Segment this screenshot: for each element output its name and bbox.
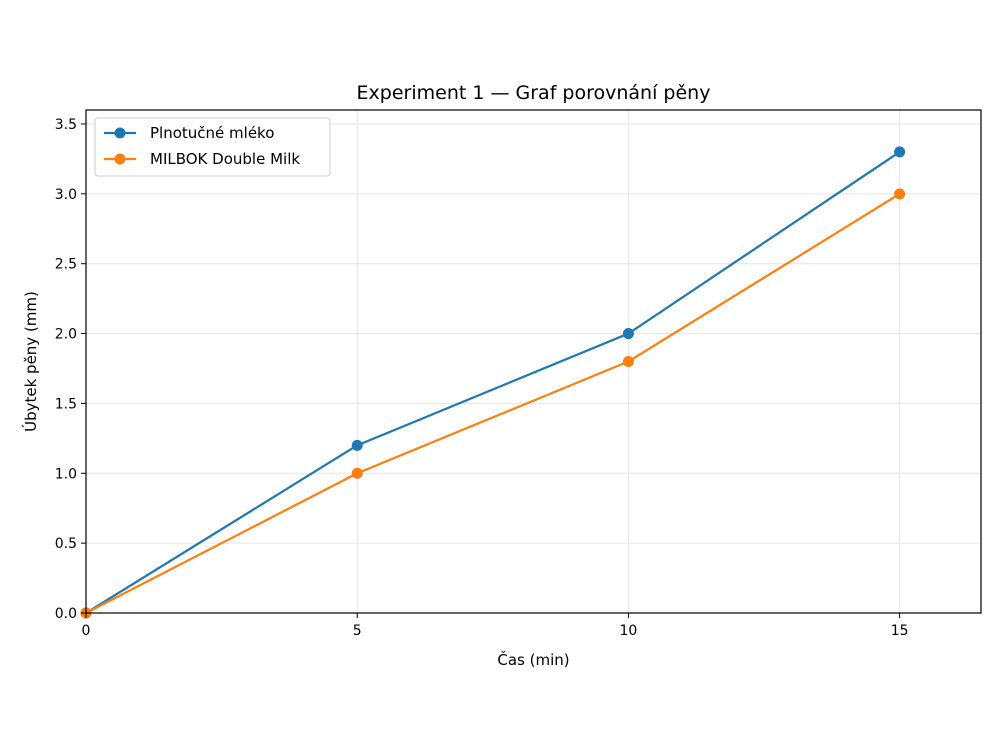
legend-item: MILBOK Double Milk xyxy=(104,150,300,168)
y-tick-label: 2.5 xyxy=(55,257,77,273)
x-tick-label: 5 xyxy=(353,623,362,639)
x-tick-label: 0 xyxy=(82,623,91,639)
data-point xyxy=(351,439,363,451)
y-tick-label: 0.0 xyxy=(55,606,77,622)
data-point xyxy=(622,356,634,367)
legend-box xyxy=(94,117,331,177)
y-tick-label: 1.5 xyxy=(55,396,77,412)
data-point xyxy=(351,467,363,479)
chart-title: Experiment 1 — Graf porovnání pěny xyxy=(357,82,711,104)
series-layer xyxy=(80,146,906,619)
x-axis-label: Čas (min) xyxy=(497,650,569,669)
x-tick-label: 15 xyxy=(891,623,909,639)
y-tick-label: 0.5 xyxy=(55,536,77,552)
y-axis-label: Úbytek pěny (mm) xyxy=(21,291,40,432)
series-line xyxy=(85,192,901,614)
axis-ticks: 0 5 10 15 0.0 0.5 1.0 1.5 2.0 2.5 3.0 3.5 xyxy=(55,117,909,639)
y-tick-label: 1.0 xyxy=(55,466,77,482)
legend-marker xyxy=(114,153,126,165)
series-1 xyxy=(80,146,906,619)
data-point xyxy=(622,328,634,340)
series-line xyxy=(85,151,901,614)
y-tick-label: 3.5 xyxy=(55,117,77,133)
legend-marker xyxy=(114,127,126,139)
legend-label: MILBOK Double Milk xyxy=(150,150,300,168)
grid xyxy=(86,110,981,613)
data-point xyxy=(894,146,906,158)
x-tick-label: 10 xyxy=(620,623,638,639)
data-point xyxy=(894,188,906,200)
legend: Plnotučné mléko MILBOK Double Milk xyxy=(94,117,331,177)
y-tick-label: 3.0 xyxy=(55,187,77,203)
legend-label: Plnotučné mléko xyxy=(150,124,274,142)
legend-item: Plnotučné mléko xyxy=(104,124,274,142)
y-tick-label: 2.0 xyxy=(55,327,77,343)
plot-frame xyxy=(85,109,982,614)
